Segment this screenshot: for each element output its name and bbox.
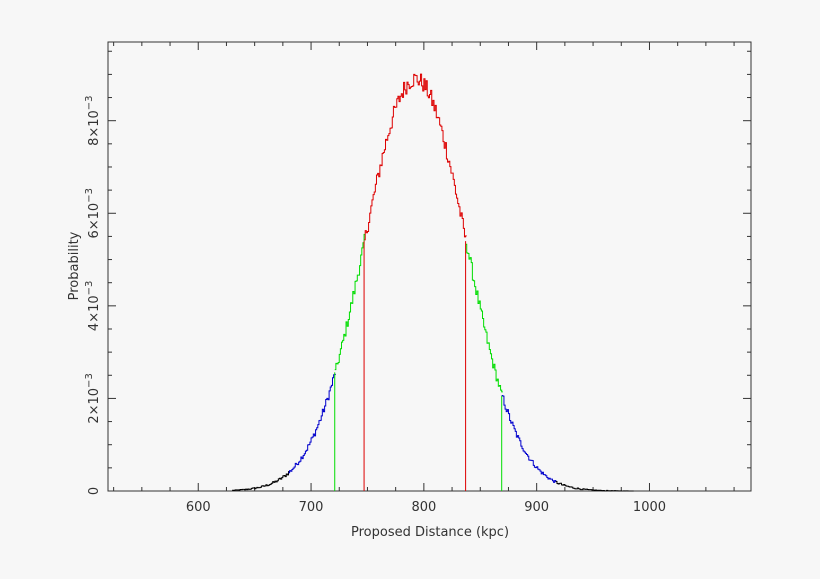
- x-axis-ticks: 600 700 800 900 1000: [113, 42, 735, 515]
- y-axis-ticks: 0 2×10−3 4×10−3 6×10−3 8×10−3: [84, 50, 751, 495]
- x-tick-label: 600: [186, 500, 211, 515]
- y-tick-exponent: −3: [84, 95, 95, 110]
- distribution-curves: [232, 73, 634, 492]
- distribution-segment: [288, 373, 336, 474]
- y-tick-exponent: −3: [84, 373, 95, 388]
- x-tick-label: 700: [299, 500, 324, 515]
- y-tick-exponent: −3: [84, 281, 95, 296]
- y-tick-label: 4×10−3: [84, 281, 102, 331]
- x-tick-label: 800: [411, 500, 436, 515]
- y-tick-label: 2×10−3: [84, 373, 102, 423]
- distribution-segment: [232, 471, 290, 491]
- x-tick-label: 1000: [633, 500, 666, 515]
- plot-frame: [107, 41, 752, 492]
- y-tick-exponent: −3: [84, 188, 95, 203]
- x-axis-label: Proposed Distance (kpc): [351, 525, 509, 540]
- y-tick-label: 8×10−3: [84, 95, 102, 145]
- distribution-segment: [334, 233, 366, 371]
- x-tick-label: 900: [524, 500, 549, 515]
- distribution-segment: [555, 481, 634, 492]
- distribution-segment: [465, 243, 503, 393]
- interval-lines: [334, 241, 503, 491]
- distribution-segment: [501, 394, 557, 483]
- y-axis-label: Probability: [67, 231, 82, 300]
- y-tick-label: 6×10−3: [84, 188, 102, 238]
- y-tick-label: 0: [87, 487, 102, 495]
- distribution-segment: [364, 73, 467, 241]
